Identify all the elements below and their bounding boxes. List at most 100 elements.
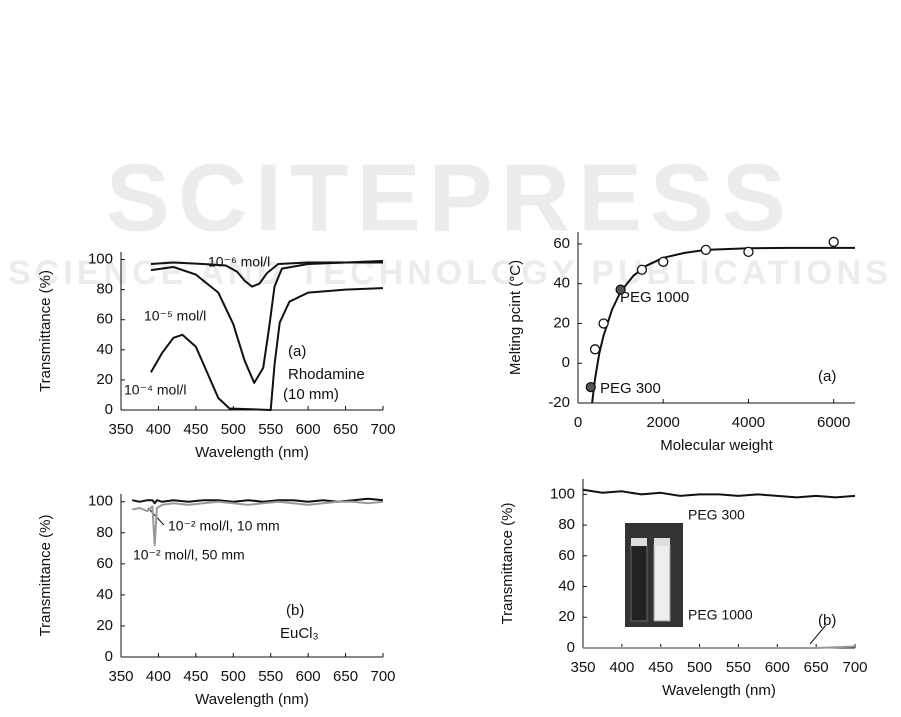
- y-tick-label: 20: [558, 608, 575, 625]
- y-tick-label: 100: [550, 485, 575, 502]
- x-tick-label: 550: [258, 668, 283, 685]
- x-axis-title: Wavelength (nm): [662, 682, 776, 699]
- y-tick-label: 0: [562, 354, 570, 371]
- y-axis-title: Transmittance (%): [499, 503, 516, 625]
- y-tick-label: 20: [96, 617, 113, 634]
- x-tick-label: 400: [146, 668, 171, 685]
- y-tick-label: 60: [96, 555, 113, 572]
- series-label: 10⁻² mol/l, 10 mm: [168, 518, 280, 534]
- x-tick-label: 500: [687, 659, 712, 676]
- y-axis-title: Melting pcint (°C): [507, 260, 524, 375]
- annotation: Rhodamine: [288, 366, 365, 383]
- x-tick-label: 650: [333, 668, 358, 685]
- y-tick-label: 40: [558, 578, 575, 595]
- x-tick-label: 450: [648, 659, 673, 676]
- y-tick-label: 60: [96, 311, 113, 328]
- y-tick-label: 40: [96, 586, 113, 603]
- data-point: [658, 256, 669, 267]
- x-tick-label: 700: [842, 659, 867, 676]
- data-point: [615, 284, 626, 295]
- vial-right-cap: [654, 538, 670, 546]
- x-tick-label: 350: [570, 659, 595, 676]
- y-tick-label: 80: [558, 516, 575, 533]
- x-tick-label: 550: [258, 421, 283, 438]
- data-line: [150, 261, 383, 384]
- x-tick-label: 650: [804, 659, 829, 676]
- y-tick-label: 100: [88, 250, 113, 267]
- y-tick-label: 20: [96, 371, 113, 388]
- x-tick-label: 550: [726, 659, 751, 676]
- annotation: (a): [288, 343, 306, 360]
- y-tick-label: 60: [558, 547, 575, 564]
- y-tick-label: 40: [553, 275, 570, 292]
- data-line: [150, 287, 384, 411]
- watermark-subtitle: SCIENCE AND TECHNOLOGY PUBLICATIONS: [8, 254, 892, 292]
- watermark-title: SCITEPRESS: [106, 144, 794, 251]
- x-axis-title: Wavelength (nm): [195, 444, 309, 461]
- x-tick-label: 450: [183, 421, 208, 438]
- x-tick-label: 700: [370, 421, 395, 438]
- x-axis-title: Wavelength (nm): [195, 691, 309, 708]
- annotation: EuCl₃: [280, 625, 319, 642]
- data-line: [132, 500, 384, 547]
- series-label: 10⁻² mol/l, 50 mm: [133, 547, 245, 563]
- y-axis-title: Transmittance (%): [37, 270, 54, 392]
- leader-line: [809, 624, 827, 645]
- annotation: PEG 1000: [620, 289, 689, 306]
- x-tick-label: 600: [296, 421, 321, 438]
- y-tick-label: 60: [553, 235, 570, 252]
- data-point: [598, 318, 609, 329]
- x-axis-title: Molecular weight: [660, 437, 773, 454]
- data-point: [828, 236, 839, 248]
- y-tick-label: 40: [96, 341, 113, 358]
- x-tick-label: 0: [574, 414, 582, 431]
- data-line: [131, 497, 384, 505]
- annotation: (a): [818, 368, 836, 385]
- x-tick-label: 2000: [647, 414, 680, 431]
- series-label: PEG 300: [688, 507, 745, 523]
- y-axis-title: Transmittance (%): [37, 515, 54, 637]
- y-tick-label: 80: [96, 524, 113, 541]
- data-point: [743, 246, 754, 258]
- inset-photo: [625, 523, 683, 627]
- annotation: (b): [286, 602, 304, 619]
- y-tick-label: 100: [88, 493, 113, 510]
- series-label: 10⁻⁵ mol/l: [144, 308, 206, 324]
- series-label: 10⁻⁴ mol/l: [124, 382, 186, 398]
- y-tick-label: 0: [567, 639, 575, 656]
- vial-right: [653, 544, 671, 622]
- data-point: [636, 264, 648, 275]
- data-point: [589, 344, 601, 355]
- y-tick-label: 20: [553, 314, 570, 331]
- x-tick-label: 700: [370, 668, 395, 685]
- x-tick-label: 350: [108, 421, 133, 438]
- series-label: PEG 1000: [688, 607, 753, 623]
- vial-left-cap: [631, 538, 647, 546]
- x-tick-label: 450: [183, 668, 208, 685]
- data-line: [582, 488, 856, 499]
- x-tick-label: 4000: [732, 414, 765, 431]
- data-line: [150, 260, 384, 288]
- y-tick-label: 80: [96, 281, 113, 298]
- y-tick-label: 0: [105, 648, 113, 665]
- x-tick-label: 600: [765, 659, 790, 676]
- x-tick-label: 650: [333, 421, 358, 438]
- series-label: 10⁻⁶ mol/l: [208, 254, 270, 270]
- data-point: [585, 381, 596, 393]
- x-tick-label: 350: [108, 668, 133, 685]
- y-tick-label: -20: [548, 394, 570, 411]
- vial-left: [630, 544, 648, 622]
- annotation: (b): [818, 612, 836, 629]
- data-line: [583, 645, 856, 649]
- data-point: [700, 244, 711, 256]
- x-tick-label: 6000: [817, 414, 850, 431]
- x-tick-label: 400: [146, 421, 171, 438]
- annotation: (10 mm): [283, 386, 339, 403]
- annotation: PEG 300: [600, 380, 661, 397]
- x-tick-label: 500: [221, 421, 246, 438]
- x-tick-label: 600: [296, 668, 321, 685]
- x-tick-label: 400: [609, 659, 634, 676]
- y-tick-label: 0: [105, 401, 113, 418]
- x-tick-label: 500: [221, 668, 246, 685]
